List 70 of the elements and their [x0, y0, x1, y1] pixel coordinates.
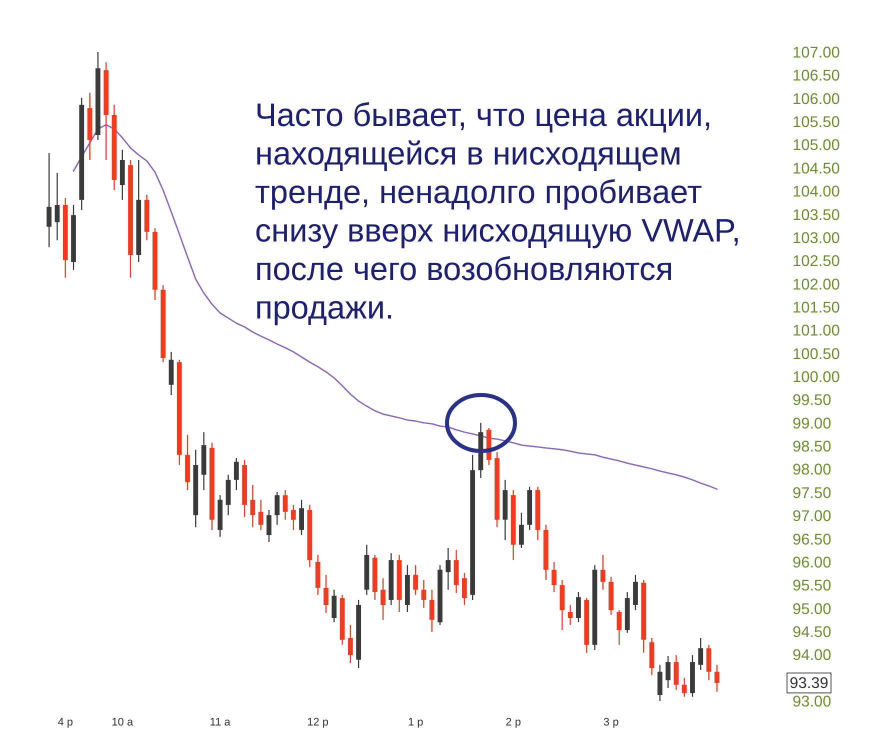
candlestick — [299, 499, 304, 536]
candlestick — [682, 677, 687, 698]
candlestick — [657, 664, 662, 702]
candlestick — [348, 624, 353, 664]
candlestick — [706, 644, 712, 681]
candlestick — [666, 655, 671, 689]
candlestick — [446, 547, 451, 590]
candlestick — [519, 512, 524, 549]
y-tick-label: 97.50 — [792, 484, 832, 502]
y-tick-label: 99.50 — [792, 392, 832, 410]
y-tick-label: 101.50 — [792, 299, 840, 316]
y-tick-label: 100.50 — [792, 346, 840, 363]
y-tick-label: 99.00 — [792, 415, 832, 432]
x-tick-label: 4 p — [58, 716, 74, 728]
candlestick — [234, 457, 239, 491]
y-tick-label: 106.00 — [792, 90, 840, 108]
candlestick — [674, 654, 679, 690]
candlestick — [429, 589, 434, 633]
y-tick-label: 105.50 — [792, 114, 840, 132]
candlestick — [576, 591, 581, 623]
candlestick — [54, 172, 60, 241]
y-tick-label: 94.50 — [792, 624, 832, 641]
candlestick — [633, 574, 638, 611]
x-tick-label: 1 p — [408, 716, 424, 728]
annotation: Часто бывает, что цена акции, находящейся в нисходящем тренде, ненадолго пробивает снизу вверх нисходящую VWAP, после чего возобновляются продажи. — [255, 97, 741, 326]
candlestick — [332, 589, 337, 623]
x-tick-label: 12 p — [307, 716, 329, 728]
y-tick-label: 104.00 — [792, 184, 840, 201]
y-tick-label: 106.50 — [792, 68, 840, 85]
candlestick — [568, 604, 573, 626]
candlestick — [258, 499, 264, 531]
y-tick-label: 98.50 — [792, 438, 832, 456]
x-tick-label: 11 a — [210, 716, 232, 728]
candlestick — [552, 561, 556, 593]
candlestick — [282, 489, 288, 520]
candlestick — [616, 610, 622, 646]
y-tick-label: 98.00 — [792, 462, 832, 479]
y-tick-label: 95.50 — [792, 578, 832, 595]
y-tick-label: 101.00 — [792, 322, 840, 340]
y-tick-label: 103.50 — [792, 206, 840, 224]
y-tick-label: 94.00 — [792, 647, 832, 664]
candlestick — [600, 554, 606, 590]
candlestick — [380, 578, 386, 620]
y-tick-label: 93.00 — [792, 694, 832, 710]
y-tick-label: 104.50 — [792, 160, 840, 178]
y-tick-label: 100.00 — [792, 369, 840, 386]
y-tick-label: 96.00 — [792, 554, 832, 572]
y-tick-label: 102.00 — [792, 276, 840, 294]
x-tick-label: 10 a — [112, 716, 134, 728]
candlestick — [324, 574, 328, 614]
y-tick-label: 96.50 — [792, 531, 832, 548]
candlestick — [714, 664, 720, 692]
text: 93.39 — [790, 674, 828, 692]
candlestick — [266, 509, 272, 543]
y-tick-label: 105.00 — [792, 137, 840, 154]
candlestick — [290, 504, 296, 531]
y-tick-label: 97.00 — [792, 508, 832, 526]
candlestick — [462, 572, 467, 606]
candlestick — [413, 564, 418, 596]
x-tick-label: 2 p — [506, 716, 521, 728]
y-tick-label: 107.00 — [792, 44, 840, 62]
y-tick-label: 102.50 — [792, 253, 840, 270]
candlestick — [46, 152, 52, 248]
x-tick-label: 3 p — [603, 716, 619, 728]
candlestick — [698, 637, 704, 671]
y-tick-label: 103.00 — [792, 230, 840, 247]
y-tick-label: 95.00 — [792, 600, 832, 618]
candlestick — [421, 579, 426, 608]
candlestick — [250, 484, 256, 528]
candlestick — [274, 491, 280, 526]
